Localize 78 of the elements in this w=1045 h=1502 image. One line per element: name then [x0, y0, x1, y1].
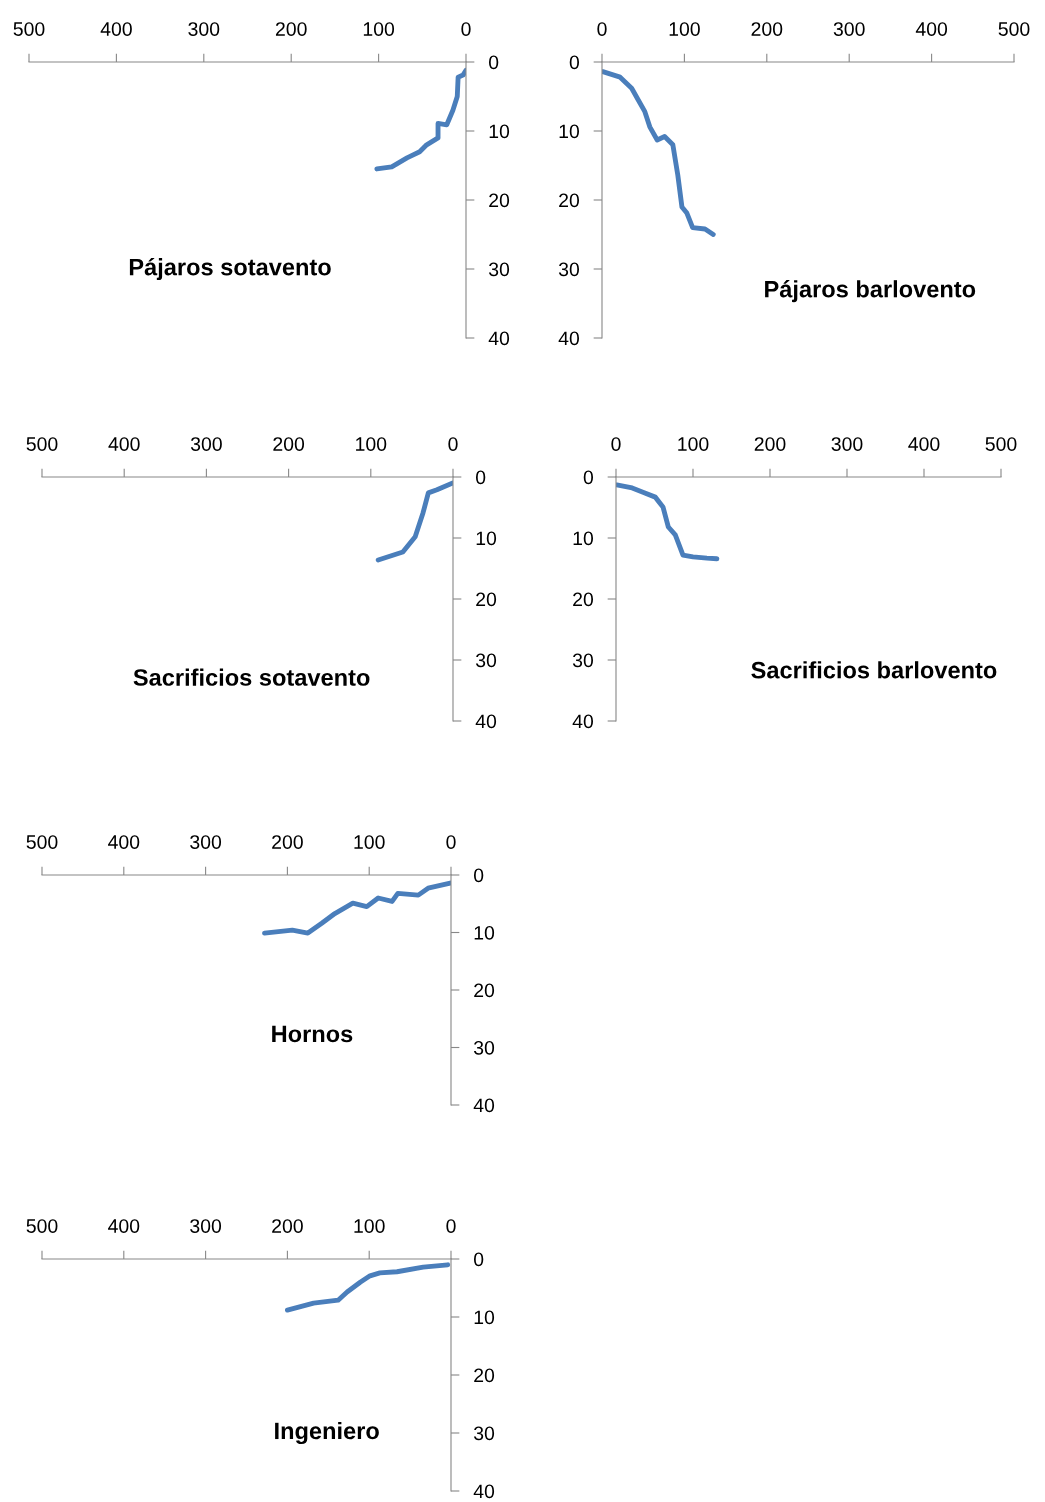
- x-tick-label: 400: [108, 835, 140, 849]
- y-tick-label: 30: [488, 262, 510, 277]
- x-tick-label: 300: [190, 835, 222, 849]
- y-tick-label: 20: [573, 592, 594, 607]
- x-tick-label: 200: [272, 1219, 303, 1233]
- text: Sacrificios sotavento: [133, 668, 370, 686]
- x-tick-label: 200: [273, 437, 305, 451]
- x-tick-label: 100: [669, 22, 700, 36]
- text: Sacrificios barlovento: [751, 661, 997, 679]
- line-series: [616, 482, 720, 562]
- x-tick-label: 500: [998, 22, 1030, 36]
- x-tick-label: 500: [26, 437, 58, 451]
- x-tick-label: 100: [354, 835, 385, 849]
- x-tick-label: 0: [611, 437, 621, 451]
- text: Pájaros sotavento: [129, 257, 331, 281]
- x-tick-label: 200: [751, 22, 783, 36]
- y-tick-label: 30: [475, 653, 497, 668]
- x-tick-label: 0: [461, 22, 471, 36]
- y-tick-label: 0: [569, 55, 580, 70]
- x-tick-label: 400: [100, 22, 132, 36]
- y-tick-label: 30: [558, 262, 580, 277]
- x-tick-label: 100: [678, 437, 709, 451]
- y-tick-label: 40: [488, 331, 510, 346]
- line-series: [375, 480, 453, 563]
- text: Ingeniero: [275, 1421, 379, 1445]
- y-tick-label: 20: [474, 1368, 495, 1383]
- y-tick-label: 10: [489, 124, 510, 139]
- y-tick-label: 0: [488, 55, 499, 70]
- text: Hornos: [272, 1025, 353, 1043]
- x-tick-label: 500: [26, 1219, 58, 1233]
- y-tick-label: 40: [473, 1484, 495, 1499]
- x-tick-label: 500: [13, 22, 45, 36]
- y-tick-label: 20: [476, 592, 497, 607]
- y-tick-label: 0: [473, 1252, 484, 1267]
- x-tick-label: 300: [190, 1219, 222, 1233]
- y-tick-label: 40: [558, 331, 580, 346]
- y-tick-label: 10: [573, 531, 594, 546]
- y-tick-label: 10: [474, 925, 495, 940]
- line-series: [374, 67, 466, 172]
- y-tick-label: 40: [572, 714, 594, 729]
- x-tick-label: 200: [754, 437, 786, 451]
- y-tick-label: 20: [474, 983, 495, 998]
- x-tick-label: 0: [597, 22, 607, 36]
- x-tick-label: 400: [108, 437, 140, 451]
- x-tick-label: 100: [354, 1219, 385, 1233]
- y-tick-label: 30: [473, 1426, 495, 1441]
- y-tick-label: 40: [475, 714, 497, 729]
- x-tick-label: 0: [446, 835, 456, 849]
- y-tick-label: 10: [474, 1310, 495, 1325]
- x-tick-label: 0: [446, 1219, 456, 1233]
- x-tick-label: 200: [275, 22, 307, 36]
- line-series: [602, 69, 716, 237]
- x-tick-label: 300: [190, 437, 222, 451]
- x-tick-label: 0: [448, 437, 458, 451]
- y-tick-label: 0: [583, 470, 594, 485]
- line-series: [262, 880, 451, 936]
- line-series: [284, 1262, 451, 1313]
- x-tick-label: 300: [831, 437, 863, 451]
- x-tick-label: 400: [108, 1219, 140, 1233]
- y-tick-label: 30: [572, 653, 594, 668]
- x-tick-label: 500: [985, 437, 1017, 451]
- y-tick-label: 40: [473, 1098, 495, 1113]
- x-tick-label: 200: [272, 835, 303, 849]
- y-tick-label: 20: [559, 193, 580, 208]
- x-tick-label: 300: [188, 22, 220, 36]
- x-tick-label: 400: [915, 22, 948, 36]
- x-tick-label: 100: [363, 22, 395, 36]
- y-tick-label: 0: [475, 470, 486, 485]
- y-tick-label: 10: [476, 531, 497, 546]
- text: Pájaros barlovento: [765, 279, 976, 303]
- x-tick-label: 500: [26, 835, 58, 849]
- y-tick-label: 0: [473, 868, 484, 883]
- y-tick-label: 10: [559, 124, 580, 139]
- x-tick-label: 300: [833, 22, 865, 36]
- y-tick-label: 30: [473, 1040, 495, 1055]
- x-tick-label: 400: [908, 437, 940, 451]
- x-tick-label: 100: [356, 437, 387, 451]
- y-tick-label: 20: [489, 193, 510, 208]
